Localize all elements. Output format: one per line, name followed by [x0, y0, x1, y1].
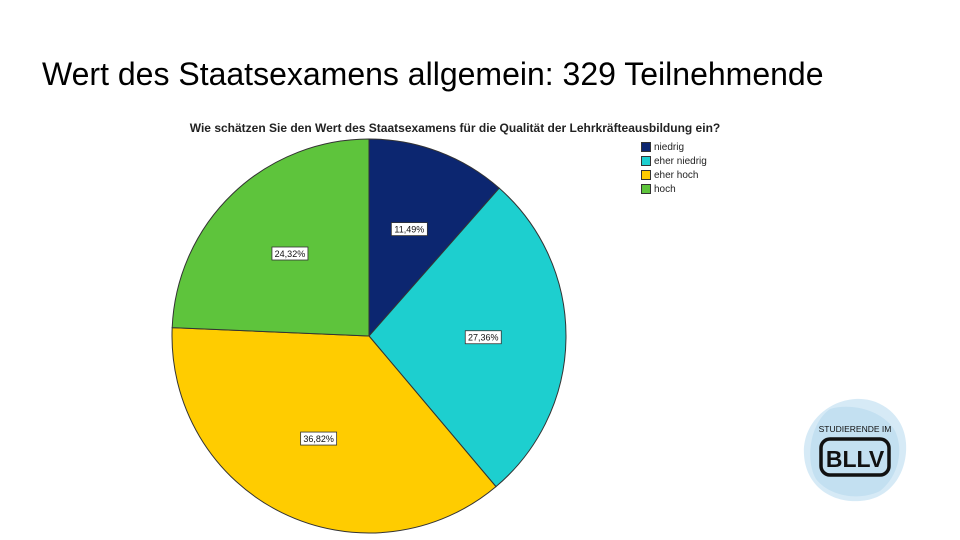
slice-value-label: 27,36%	[464, 330, 502, 345]
pie-slice-hoch	[171, 138, 370, 337]
legend-item: hoch	[641, 182, 707, 196]
legend-label: niedrig	[654, 141, 685, 153]
slice-value-label: 36,82%	[300, 431, 338, 446]
legend-swatch	[641, 184, 651, 194]
slice-value-label: 24,32%	[271, 246, 309, 261]
svg-text:24,32%: 24,32%	[275, 249, 306, 259]
logo-main-text: BLLV	[826, 446, 885, 472]
slice-value-label: 11,49%	[390, 222, 428, 237]
svg-text:36,82%: 36,82%	[303, 434, 334, 444]
legend-item: eher hoch	[641, 168, 707, 182]
legend-swatch	[641, 142, 651, 152]
legend-item: eher niedrig	[641, 154, 707, 168]
bllv-logo: STUDIERENDE IM BLLV	[803, 398, 907, 502]
pie-slice-niedrig	[368, 138, 500, 338]
legend-swatch	[641, 156, 651, 166]
legend-label: hoch	[654, 183, 676, 195]
legend-label: eher hoch	[654, 169, 699, 181]
svg-text:11,49%: 11,49%	[394, 225, 424, 235]
slide-title: Wert des Staatsexamens allgemein: 329 Te…	[42, 56, 824, 92]
legend-label: eher niedrig	[654, 155, 707, 167]
chart-legend: niedrig eher niedrig eher hoch hoch	[641, 140, 707, 196]
chart-title: Wie schätzen Sie den Wert des Staatsexam…	[189, 121, 721, 135]
svg-text:27,36%: 27,36%	[468, 333, 499, 343]
logo-top-text: STUDIERENDE IM	[819, 424, 892, 434]
legend-swatch	[641, 170, 651, 180]
pie-slice-eher-hoch	[171, 327, 497, 534]
legend-item: niedrig	[641, 140, 707, 154]
